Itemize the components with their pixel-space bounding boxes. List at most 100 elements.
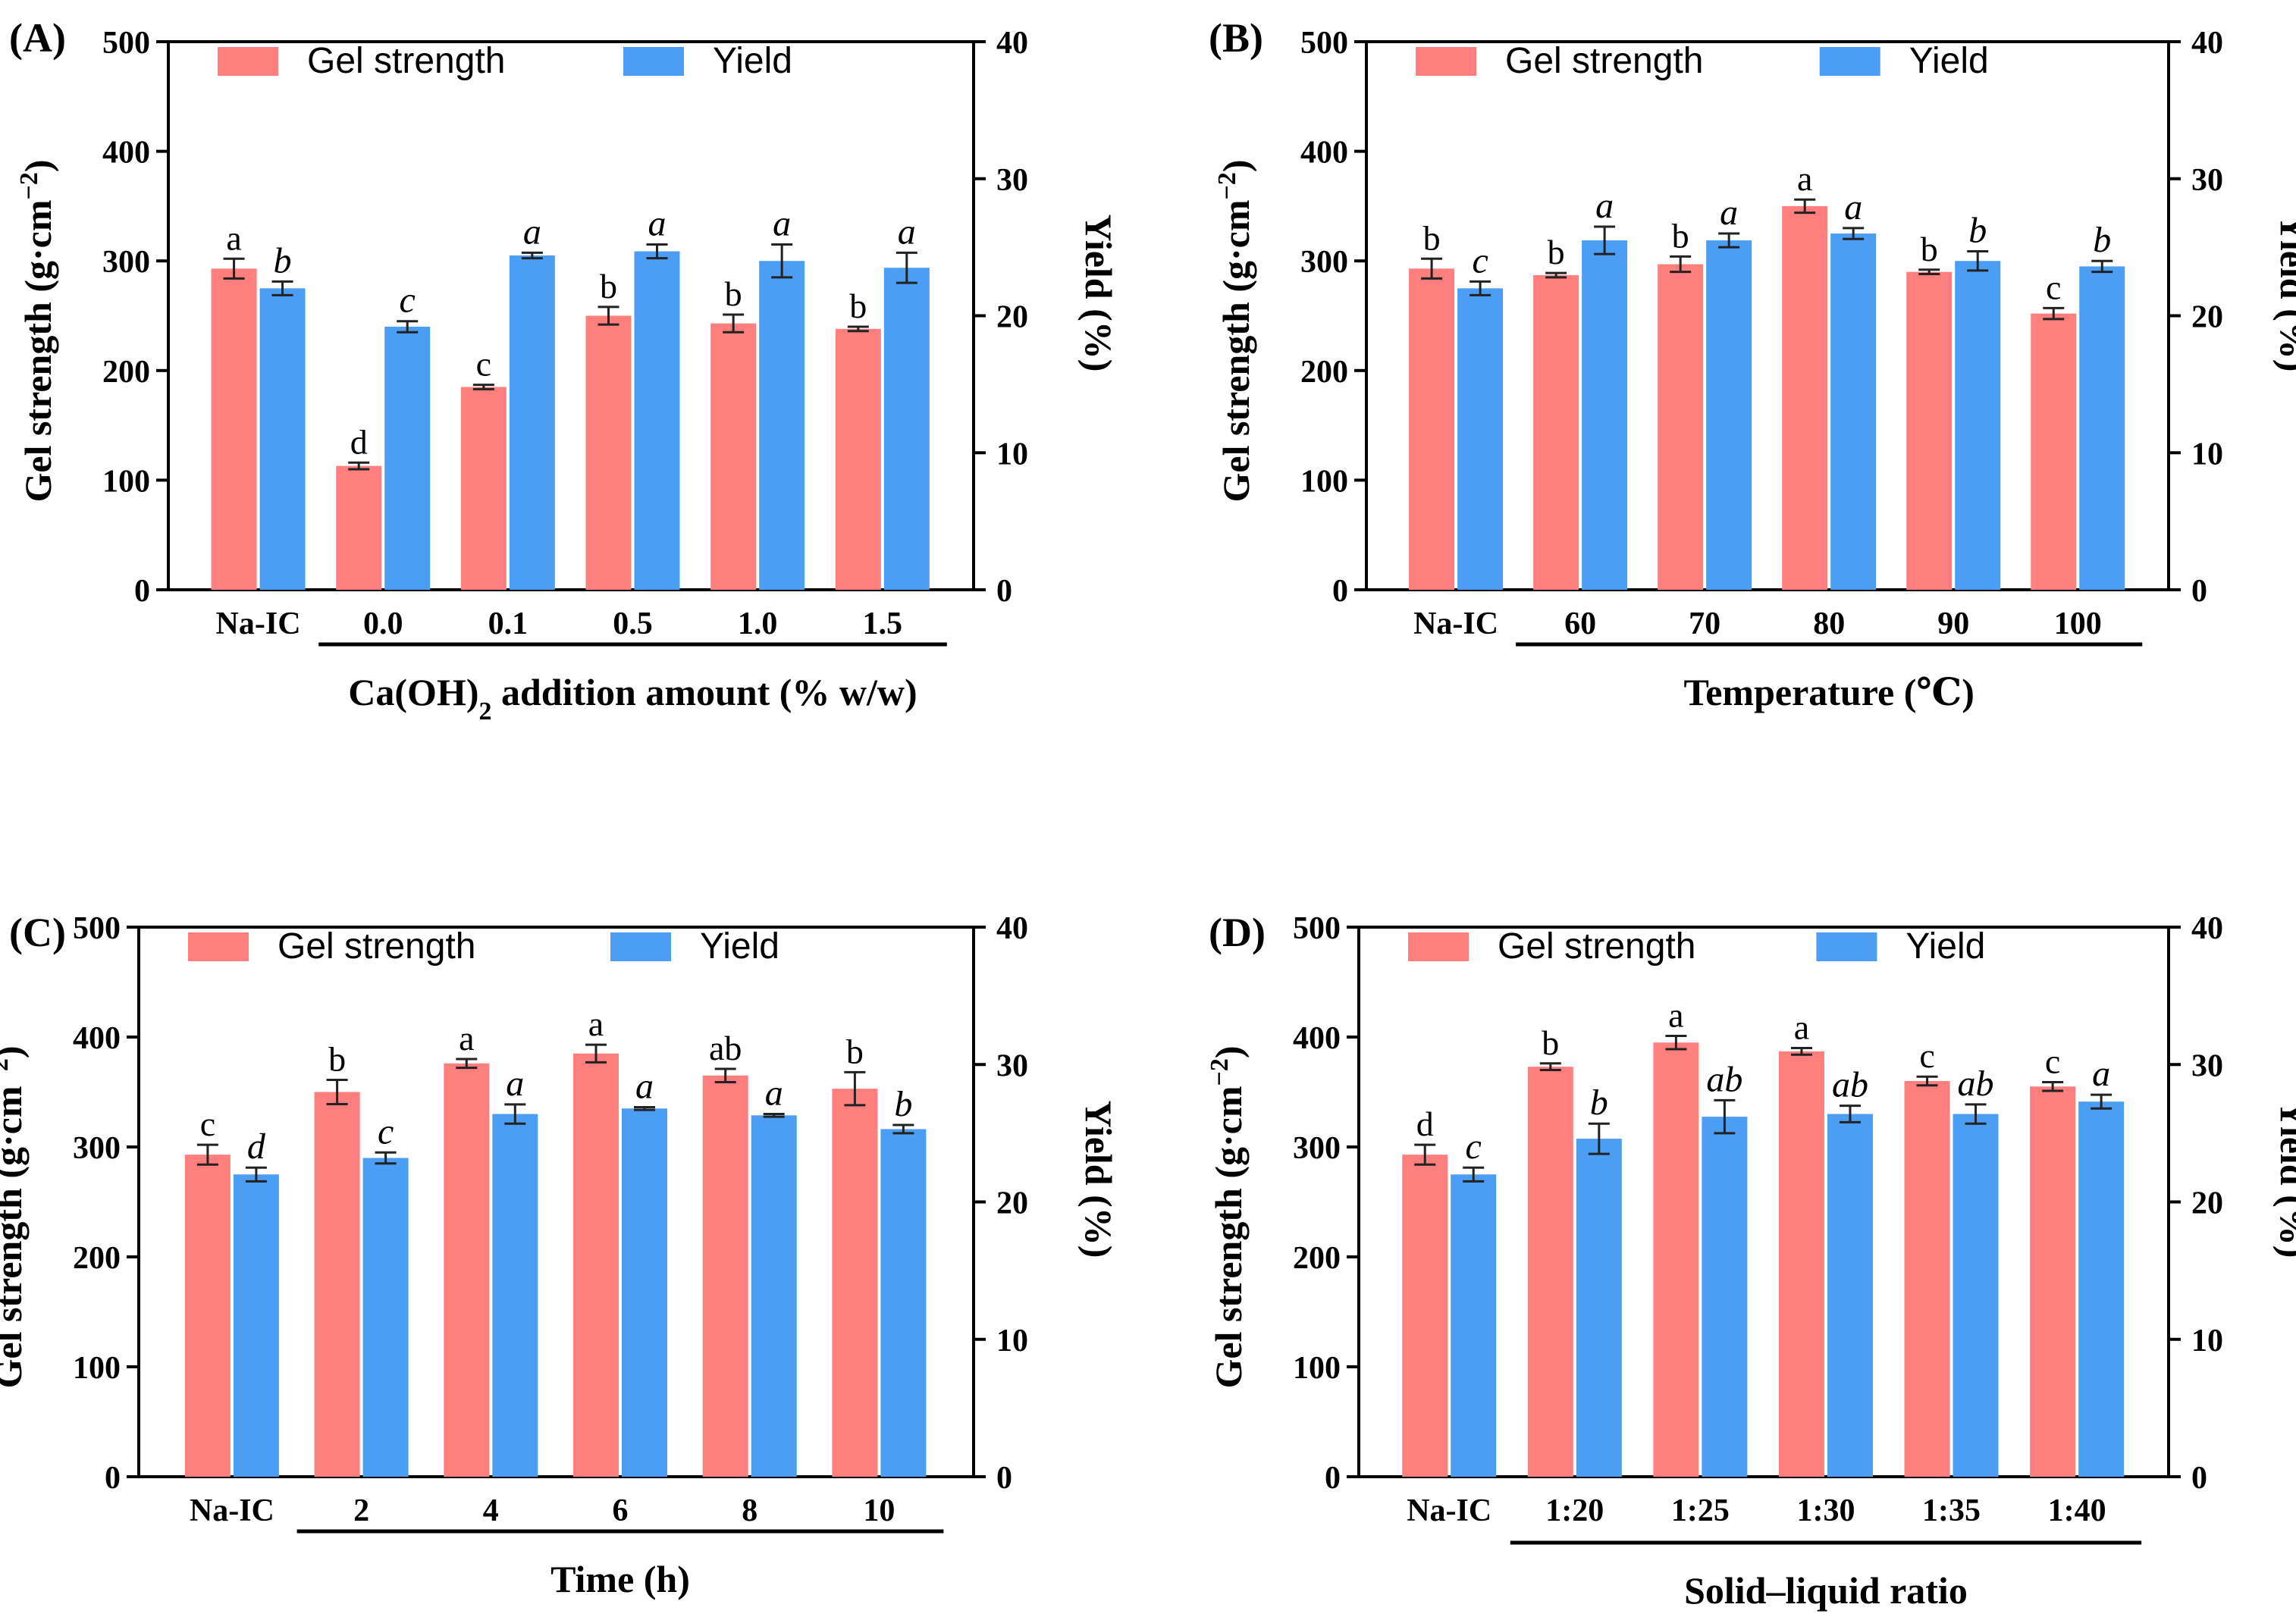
- x-tick-label: 6: [612, 1493, 628, 1528]
- x-tick-label: 80: [1813, 606, 1845, 641]
- right-tick-label: 20: [996, 1186, 1028, 1221]
- bar-yield: [634, 251, 680, 590]
- bar-yield: [492, 1114, 538, 1477]
- x-tick-label: 70: [1689, 606, 1720, 641]
- bar-yield: [621, 1108, 667, 1477]
- left-tick-label: 200: [102, 355, 150, 390]
- x-tick-label: Na-IC: [1407, 1493, 1491, 1528]
- bar-gel-strength: [1904, 1081, 1950, 1477]
- right-tick-label: 10: [996, 1324, 1028, 1358]
- left-tick-label: 0: [134, 574, 150, 609]
- panel-a: (A) 0 100 200 300 400 500 0 10 20 30 40 Gel strength…: [9, 15, 1120, 725]
- bar-gel-strength: [2030, 1086, 2076, 1477]
- sig-letter-yield: a: [523, 212, 541, 252]
- left-tick-label: 400: [1293, 1021, 1341, 1056]
- right-tick-label: 10: [2191, 1324, 2223, 1358]
- x-tick-label: Na-IC: [1413, 606, 1498, 641]
- legend-label-yield: Yield: [1909, 41, 1989, 81]
- bar-yield: [751, 1115, 797, 1477]
- right-tick-label: 20: [2191, 300, 2223, 335]
- sig-letter-gel: b: [1672, 216, 1689, 255]
- left-axis-title: Gel strength (g·cm−2): [1206, 1045, 1250, 1388]
- legend: Gel strength Yield: [1416, 41, 1989, 81]
- right-tick-label: 40: [2191, 911, 2223, 946]
- sig-letter-yield: a: [635, 1066, 654, 1106]
- legend-label-yield: Yield: [713, 41, 792, 81]
- bar-yield: [362, 1158, 409, 1477]
- bar-gel-strength: [572, 1053, 619, 1477]
- sig-letter-yield: a: [773, 204, 791, 244]
- bar-yield: [1582, 240, 1628, 590]
- bar-yield: [233, 1174, 279, 1477]
- x-axis-title: Temperature (℃): [1683, 671, 1974, 713]
- x-tick-label: 1:25: [1671, 1493, 1730, 1528]
- x-tick-label: 2: [353, 1493, 369, 1528]
- bar-yield: [1827, 1114, 1873, 1477]
- sig-letter-gel: c: [476, 345, 491, 384]
- sig-letter-gel: d: [1416, 1105, 1434, 1143]
- x-axis-title: Time (h): [550, 1558, 690, 1600]
- left-tick-label: 200: [1293, 1241, 1341, 1276]
- right-tick-label: 0: [996, 574, 1012, 609]
- bar-gel-strength: [314, 1092, 360, 1477]
- bar-gel-strength: [460, 387, 507, 590]
- sig-letter-yield: b: [274, 240, 292, 280]
- legend: Gel strength Yield: [218, 41, 792, 81]
- bar-yield: [2079, 266, 2125, 590]
- sig-letter-gel: c: [2045, 1042, 2060, 1080]
- sig-letter-yield: a: [1844, 187, 1862, 227]
- left-axis-title: Gel strength (g·cm−2): [15, 159, 60, 502]
- bar-gel-strength: [1527, 1067, 1573, 1477]
- right-axis-title: Yield (%): [2272, 215, 2296, 372]
- left-tick-label: 500: [102, 26, 150, 61]
- sig-letter-yield: c: [400, 280, 416, 321]
- bar-gel-strength: [184, 1155, 231, 1477]
- x-tick-label: 8: [742, 1493, 757, 1528]
- bar-gel-strength: [585, 315, 632, 590]
- legend-swatch-yield: [1816, 932, 1877, 961]
- x-tick-label: 1:35: [1922, 1493, 1981, 1528]
- sig-letter-yield: a: [1720, 193, 1738, 233]
- bar-yield: [259, 288, 306, 590]
- x-tick-label: 0.1: [488, 606, 529, 641]
- left-tick-label: 100: [1300, 464, 1348, 499]
- bar-yield: [384, 326, 431, 590]
- left-tick-label: 400: [102, 136, 150, 171]
- x-tick-label: 1:30: [1796, 1493, 1855, 1528]
- bar-gel-strength: [1782, 205, 1828, 590]
- left-tick-label: 0: [1332, 574, 1348, 609]
- left-tick-label: 200: [73, 1241, 121, 1276]
- sig-letter-yield: a: [765, 1073, 783, 1114]
- bar-gel-strength: [1778, 1051, 1824, 1477]
- legend-swatch-gel: [218, 47, 278, 76]
- x-axis-title: Ca(OH)2 addition amount (% w/w): [348, 671, 917, 725]
- right-tick-label: 30: [996, 1048, 1028, 1083]
- sig-letter-gel: b: [846, 1032, 864, 1070]
- x-tick-label: 0.0: [363, 606, 403, 641]
- bar-gel-strength: [832, 1089, 878, 1477]
- left-tick-label: 400: [73, 1021, 121, 1056]
- bar-gel-strength: [1658, 264, 1704, 590]
- right-tick-label: 0: [2191, 1461, 2207, 1496]
- sig-letter-gel: a: [1668, 996, 1683, 1035]
- bar-gel-strength: [1533, 274, 1579, 590]
- sig-letter-yield: a: [648, 204, 667, 244]
- left-tick-label: 300: [102, 245, 150, 280]
- x-tick-label: 1.5: [863, 606, 903, 641]
- left-axis-title: Gel strength (g·cm−2): [1213, 159, 1258, 502]
- left-tick-label: 500: [1300, 26, 1348, 61]
- x-axis-title: Solid–liquid ratio: [1684, 1569, 1968, 1612]
- left-tick-label: 200: [1300, 355, 1348, 390]
- sig-letter-yield: b: [1590, 1083, 1608, 1123]
- sig-letter-gel: c: [2046, 268, 2061, 306]
- bar-gel-strength: [336, 465, 382, 590]
- left-tick-label: 400: [1300, 136, 1348, 171]
- panel-b: (B) 0 100 200 300 400 500 0 10 20 30 40 Gel strength…: [1209, 15, 2296, 713]
- right-tick-label: 0: [996, 1461, 1012, 1496]
- x-tick-label: 1:40: [2048, 1493, 2106, 1528]
- legend-label-yield: Yield: [1905, 926, 1985, 967]
- x-tick-label: 100: [2054, 606, 2102, 641]
- left-tick-label: 100: [73, 1351, 121, 1386]
- legend-label-yield: Yield: [700, 926, 779, 967]
- right-tick-label: 40: [2191, 26, 2223, 61]
